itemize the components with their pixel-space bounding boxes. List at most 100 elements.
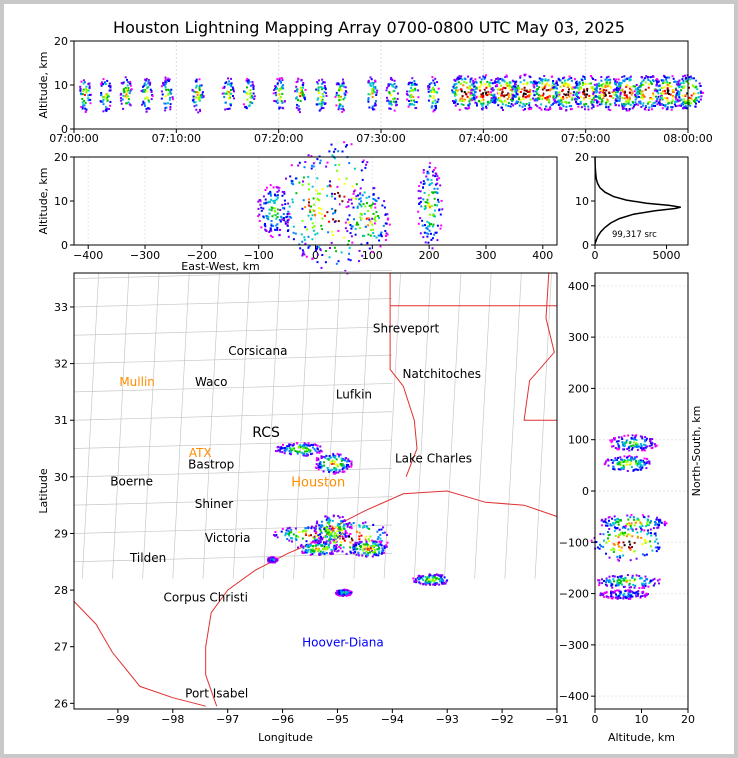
eastwest-source-cluster xyxy=(263,202,265,205)
altitude-time-source-point xyxy=(596,95,599,98)
altitude-time-source-point xyxy=(656,103,659,106)
map-source-cluster xyxy=(276,536,279,539)
map-source-cluster xyxy=(343,592,346,595)
map-source-cluster xyxy=(346,589,349,592)
eastwest-source-cluster xyxy=(333,193,336,195)
x-tick-label: 07:40:00 xyxy=(459,132,508,145)
northsouth-source-cluster xyxy=(601,578,603,581)
altitude-time-source-point xyxy=(602,97,605,100)
northsouth-source-cluster xyxy=(618,545,621,548)
map-source-cluster xyxy=(271,558,274,561)
altitude-time-source-point xyxy=(147,85,150,88)
altitude-time-source-point xyxy=(454,101,457,104)
northsouth-source-cluster xyxy=(653,582,656,585)
eastwest-source-cluster xyxy=(333,157,336,160)
eastwest-source-cluster xyxy=(332,212,334,215)
map-source-cluster xyxy=(422,578,425,581)
altitude-time-source-point xyxy=(501,88,504,91)
northsouth-source-cluster xyxy=(618,445,621,448)
eastwest-source-cluster xyxy=(301,252,304,255)
altitude-time-source-point xyxy=(600,84,603,87)
northsouth-source-cluster xyxy=(614,522,617,525)
map-source-cluster xyxy=(311,452,314,455)
altitude-time-source-point xyxy=(252,85,255,88)
map-source-cluster xyxy=(323,461,325,464)
altitude-time-source-point xyxy=(389,107,392,110)
eastwest-source-cluster xyxy=(283,199,286,202)
map-source-cluster xyxy=(324,542,327,545)
map-source-cluster xyxy=(340,590,343,593)
map-source-cluster xyxy=(342,537,345,540)
eastwest-source-cluster xyxy=(260,206,263,209)
map-source-cluster xyxy=(302,445,305,448)
northsouth-source-cluster xyxy=(630,527,633,530)
altitude-time-source-point xyxy=(543,86,546,88)
eastwest-source-cluster xyxy=(259,203,262,206)
altitude-time-source-point xyxy=(82,105,85,108)
altitude-time-source-point xyxy=(109,101,112,103)
altitude-time-source-point xyxy=(474,88,477,91)
map-source-cluster xyxy=(338,589,340,592)
altitude-time-source-point xyxy=(493,100,496,102)
altitude-time-source-point xyxy=(315,103,318,106)
eastwest-source-cluster xyxy=(349,259,352,262)
y-tick-label: 20 xyxy=(54,151,68,164)
altitude-time-source-point xyxy=(627,102,630,105)
altitude-time-source-point xyxy=(434,102,437,105)
altitude-time-source-point xyxy=(278,79,281,82)
northsouth-source-cluster xyxy=(633,578,636,581)
altitude-time-source-point xyxy=(392,98,394,100)
map-source-cluster xyxy=(370,545,373,548)
altitude-time-source-point xyxy=(639,102,642,105)
eastwest-source-cluster xyxy=(438,177,441,180)
map-source-cluster xyxy=(329,456,332,459)
northsouth-source-cluster xyxy=(616,589,618,592)
altitude-time-source-point xyxy=(142,85,144,88)
altitude-time-source-point xyxy=(490,79,493,82)
eastwest-source-cluster xyxy=(267,192,270,195)
altitude-time-source-point xyxy=(591,76,594,79)
altitude-time-source-point xyxy=(511,90,514,93)
eastwest-source-cluster xyxy=(329,180,331,183)
eastwest-source-cluster xyxy=(361,161,364,163)
northsouth-source-cluster xyxy=(658,546,661,549)
altitude-time-source-point xyxy=(671,99,674,102)
altitude-time-source-point xyxy=(125,102,128,105)
eastwest-source-cluster xyxy=(325,250,327,252)
altitude-time-source-point xyxy=(615,88,618,91)
altitude-time-source-point xyxy=(524,96,527,99)
altitude-time-source-point xyxy=(625,85,628,88)
altitude-time-source-point xyxy=(318,79,320,82)
altitude-time-source-point xyxy=(568,84,571,87)
altitude-time-source-point xyxy=(463,91,466,94)
altitude-time-source-point xyxy=(431,102,434,104)
map-source-cluster xyxy=(334,472,336,475)
altitude-time-source-point xyxy=(523,92,525,95)
altitude-time-source-point xyxy=(490,88,493,91)
altitude-time-source-point xyxy=(428,86,431,89)
altitude-time-source-point xyxy=(194,91,197,94)
altitude-time-source-point xyxy=(104,94,107,97)
altitude-time-source-point xyxy=(106,108,109,111)
altitude-time-source-point xyxy=(623,75,626,78)
eastwest-source-cluster xyxy=(336,169,339,172)
map-source-cluster xyxy=(344,534,347,537)
eastwest-source-cluster xyxy=(270,209,273,212)
eastwest-source-cluster xyxy=(337,260,340,263)
altitude-time-source-point xyxy=(249,89,252,92)
altitude-time-source-point xyxy=(481,104,484,107)
altitude-time-source-point xyxy=(106,97,109,100)
altitude-time-source-point xyxy=(562,77,564,80)
altitude-time-source-point xyxy=(600,103,603,106)
altitude-time-source-point xyxy=(607,100,609,103)
altitude-time-source-point xyxy=(337,82,340,85)
altitude-time-source-point xyxy=(525,103,528,105)
northsouth-source-cluster xyxy=(608,519,610,522)
altitude-time-source-point xyxy=(557,92,559,95)
eastwest-source-cluster xyxy=(281,218,284,221)
altitude-time-source-point xyxy=(367,97,370,100)
altitude-time-source-point xyxy=(692,100,695,103)
northsouth-source-cluster xyxy=(634,457,637,460)
altitude-time-source-point xyxy=(147,79,150,82)
altitude-time-source-point xyxy=(623,94,626,97)
